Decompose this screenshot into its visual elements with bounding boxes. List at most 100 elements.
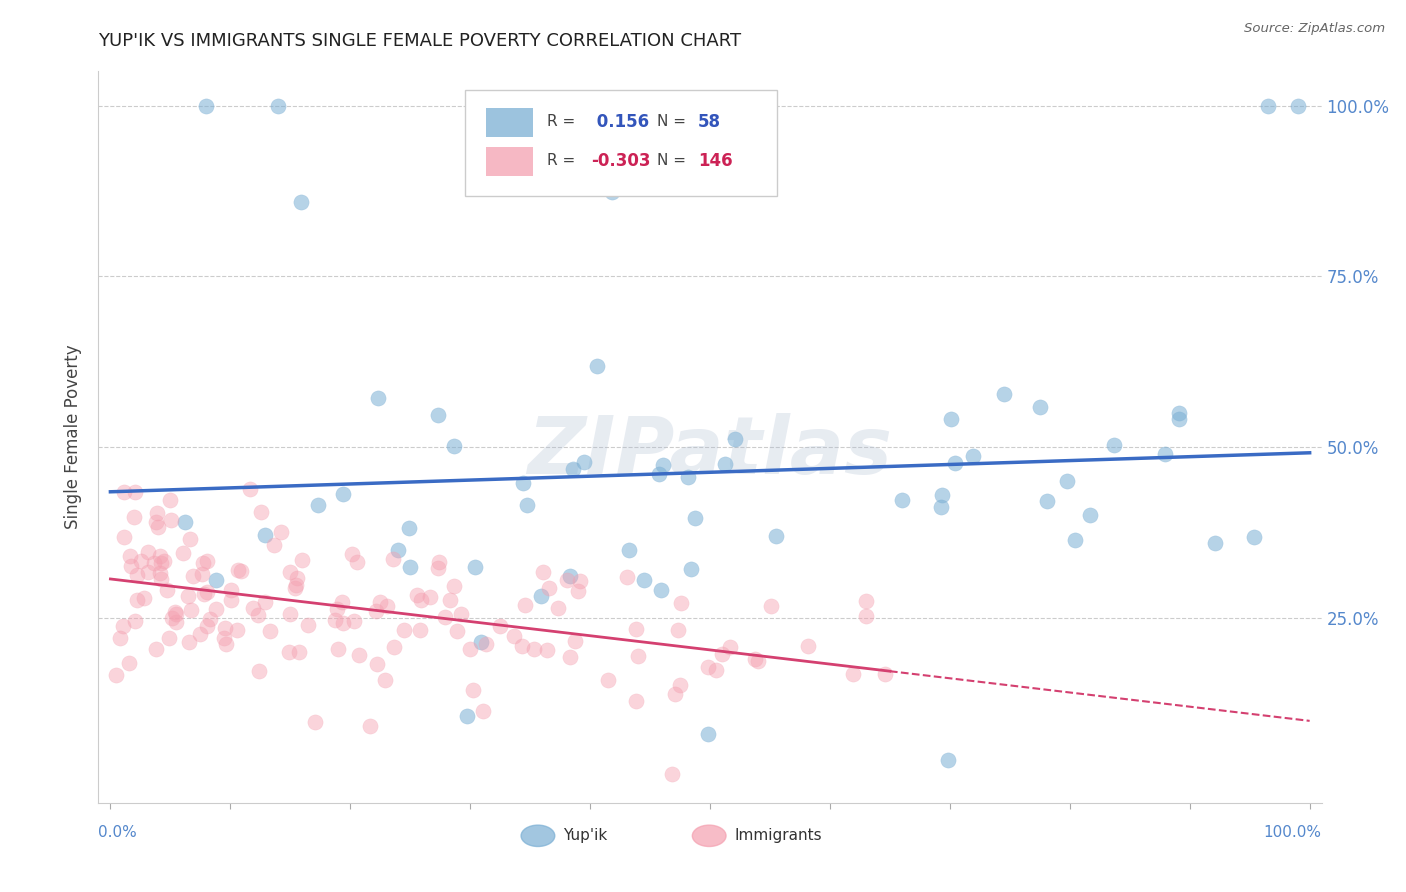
Point — [560, 650, 582, 665]
Point — [288, 645, 311, 659]
Point — [157, 631, 180, 645]
Point — [538, 581, 561, 595]
Point — [759, 599, 782, 613]
Point — [253, 527, 276, 541]
Point — [747, 654, 769, 668]
Point — [160, 611, 183, 625]
Point — [626, 622, 648, 636]
Point — [406, 588, 429, 602]
Point — [1243, 530, 1265, 544]
Point — [381, 552, 404, 566]
Point — [188, 627, 211, 641]
Text: ZIPatlas: ZIPatlas — [527, 413, 893, 491]
Point — [195, 554, 218, 568]
Point — [797, 639, 820, 653]
Point — [173, 515, 195, 529]
Point — [108, 632, 131, 646]
Point — [939, 412, 962, 426]
Point — [586, 359, 609, 373]
Point — [148, 566, 170, 581]
Point — [567, 584, 589, 599]
Point — [458, 641, 481, 656]
Point — [374, 673, 396, 688]
Point — [1257, 98, 1279, 112]
Point — [891, 493, 914, 508]
Point — [669, 678, 692, 692]
Point — [1036, 494, 1059, 508]
Point — [366, 657, 388, 672]
Point — [177, 635, 200, 649]
Point — [652, 458, 675, 472]
Point — [149, 572, 172, 586]
Point — [138, 545, 160, 559]
Point — [150, 556, 173, 570]
Point — [547, 600, 569, 615]
Point — [475, 637, 498, 651]
Point — [929, 500, 952, 515]
Y-axis label: Single Female Poverty: Single Female Poverty — [65, 345, 83, 529]
Point — [290, 194, 312, 209]
Point — [616, 570, 638, 584]
Point — [165, 615, 187, 629]
Text: Yup'ik: Yup'ik — [564, 829, 607, 843]
Point — [697, 660, 720, 674]
Point — [387, 543, 409, 558]
Point — [127, 567, 149, 582]
Point — [285, 571, 308, 585]
Point — [648, 467, 671, 482]
Point — [443, 439, 465, 453]
Point — [572, 455, 595, 469]
Point — [936, 753, 959, 767]
Text: -0.303: -0.303 — [592, 152, 651, 169]
Point — [323, 613, 346, 627]
Point — [215, 637, 238, 651]
Point — [1286, 98, 1309, 112]
Point — [247, 608, 270, 623]
Point — [676, 470, 699, 484]
Point — [328, 642, 350, 657]
Point — [523, 641, 546, 656]
Point — [943, 456, 966, 470]
Point — [368, 595, 391, 609]
Point — [710, 648, 733, 662]
Point — [375, 599, 398, 613]
Point — [530, 589, 553, 603]
Point — [875, 666, 897, 681]
Point — [683, 511, 706, 525]
Text: Source: ZipAtlas.com: Source: ZipAtlas.com — [1244, 22, 1385, 36]
Point — [278, 565, 301, 579]
Point — [112, 484, 135, 499]
Point — [666, 623, 689, 637]
Point — [129, 554, 152, 568]
Point — [671, 596, 693, 610]
Point — [394, 623, 416, 637]
Point — [427, 408, 450, 422]
Point — [855, 594, 877, 608]
Point — [156, 582, 179, 597]
Point — [308, 498, 330, 512]
Point — [664, 687, 686, 701]
Point — [626, 693, 648, 707]
Point — [197, 584, 219, 599]
Point — [439, 593, 461, 607]
Point — [330, 594, 353, 608]
Point — [205, 602, 228, 616]
Text: 146: 146 — [697, 152, 733, 169]
Point — [229, 564, 252, 578]
Point — [284, 578, 307, 592]
Point — [267, 98, 290, 112]
Point — [118, 657, 141, 671]
Point — [993, 386, 1015, 401]
Point — [238, 482, 260, 496]
Point — [247, 664, 270, 678]
Point — [172, 546, 194, 560]
Point — [596, 673, 619, 688]
Point — [343, 615, 366, 629]
Point — [124, 485, 146, 500]
Point — [124, 615, 146, 629]
Point — [1168, 406, 1191, 420]
Point — [225, 624, 247, 638]
Point — [1154, 447, 1177, 461]
Point — [765, 528, 787, 542]
Point — [512, 476, 534, 491]
